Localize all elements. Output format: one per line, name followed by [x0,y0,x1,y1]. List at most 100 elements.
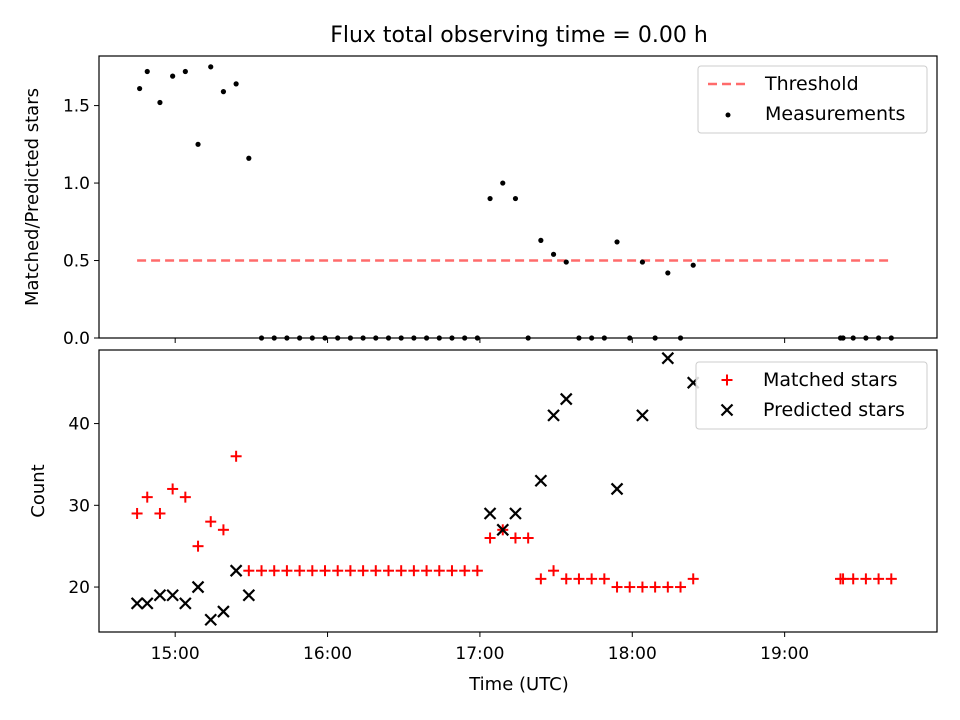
matched-star-point [421,565,433,577]
matched-star-point [395,565,407,577]
bottom-y-tick-label: 40 [68,415,90,435]
matched-star-point [560,573,572,585]
measurement-point [195,141,201,147]
predicted-star-point-b [153,588,167,602]
matched-star-point [459,565,471,577]
measurement-point [137,85,143,92]
legend-predicted-swatch [720,403,734,417]
top-y-tick-label: 0.5 [63,252,90,272]
legend-predicted-label: Predicted stars [763,399,905,421]
predicted-star-point-b [191,580,205,594]
matched-star-point [675,581,687,593]
measurement-point [512,195,519,202]
matched-star-point [598,573,610,585]
predicted-star-point [610,482,624,496]
matched-star-point [217,524,229,536]
bottom-legend: Matched stars Predicted stars [695,361,928,430]
measurement-point [182,68,188,75]
measurement-point [246,155,252,161]
measurement-point [563,259,569,265]
matched-star-point [548,565,560,577]
predicted-star-point-b [661,351,675,365]
measurement-point [220,89,227,95]
matched-star-point [649,581,661,593]
legend-measurements-label: Measurements [765,103,905,125]
bottom-x-ticks: 15:00 16:00 17:00 18:00 19:00 [151,632,809,664]
predicted-star-point-b [130,597,144,610]
top-legend-box [697,65,928,134]
matched-star-point [408,565,420,577]
measurement-point [157,99,163,106]
matched-star-point [471,565,483,577]
measurement-point [614,239,620,245]
legend-predicted-marker-b [720,403,734,417]
predicted-star-point-b [229,564,243,577]
predicted-star-point-b [483,507,497,520]
predicted-star-point [534,474,548,488]
legend-measurements-swatch [725,112,731,118]
matched-star-point [433,565,445,577]
bottom-x-tick-label: 17:00 [455,644,504,664]
matched-star-point [624,581,636,593]
top-y-axis-label: Matched/Predicted stars [22,88,43,306]
measurement-point [233,81,239,87]
predicted-star-point-b [534,474,548,488]
matched-star-point [230,450,242,462]
matched-star-point [332,565,344,577]
measurement-point [487,195,493,202]
bottom-y-tick-label: 30 [68,496,90,516]
matched-star-point [306,565,318,577]
bottom-y-tick-label: 20 [68,578,90,598]
matched-star-point [131,507,143,519]
matched-star-point [611,581,623,593]
matched-star-point [382,565,394,577]
matched-star-point [885,573,897,585]
matched-star-point [268,565,280,577]
predicted-star-point [130,597,144,610]
matched-star-point [294,565,306,577]
predicted-star-point-b [242,588,256,602]
matched-star-point [141,491,153,503]
bottom-x-tick-label: 15:00 [151,644,200,664]
predicted-star-point-b [204,613,218,627]
matched-star-point [179,491,191,503]
predicted-star-point [204,613,218,627]
matched-star-point [281,565,293,577]
top-legend: Threshold Measurements [697,65,928,134]
matched-star-point [192,540,204,552]
matched-star-point [662,581,674,593]
predicted-star-point-b [636,409,649,422]
matched-star-point [357,565,369,577]
bottom-legend-box [695,361,928,430]
measurement-point [500,180,506,186]
bottom-y-axis-label: Count [28,464,49,517]
measurement-point [665,270,671,276]
top-y-tick-label: 1.5 [63,97,90,117]
matched-star-point [319,565,331,577]
measurement-point [538,237,544,243]
top-y-tick-label: 0.0 [63,329,90,349]
matched-star-point [370,565,382,577]
measurement-point [144,68,150,75]
matched-star-point [344,565,356,577]
predicted-star-point [636,409,649,422]
top-axes-frame [98,55,938,339]
predicted-star-point [153,588,167,602]
matched-star-point [873,573,885,585]
bottom-x-tick-label: 19:00 [760,644,809,664]
legend-matched-marker [721,374,733,386]
matched-star-point [860,573,872,585]
legend-matched-swatch [721,374,733,386]
top-panel: 0.0 0.5 1.0 1.5 Matched/Predicted stars Thr… [22,55,938,349]
matched-star-point [573,573,585,585]
bottom-x-tick-label: 18:00 [608,644,657,664]
measurement-point [690,262,696,268]
matched-star-point [205,516,217,528]
bottom-axes-frame [98,349,938,633]
matched-star-point [636,581,648,593]
predicted-star-point [229,564,243,577]
legend-predicted-marker [720,403,734,417]
legend-threshold-label: Threshold [764,73,859,95]
matched-star-point [687,573,699,585]
